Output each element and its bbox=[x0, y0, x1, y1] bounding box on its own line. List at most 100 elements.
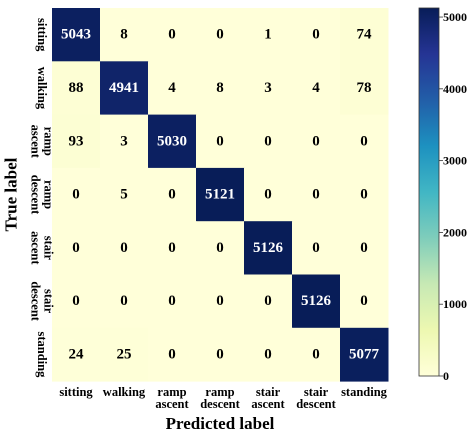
cell-value-label: 0 bbox=[72, 293, 80, 309]
y-tick-label: ramp bbox=[42, 127, 56, 156]
cell-value-label: 93 bbox=[69, 133, 84, 149]
colorbar-tick-label: 4000 bbox=[443, 82, 467, 96]
cell-value-label: 0 bbox=[216, 27, 224, 43]
heatmap-cell bbox=[148, 221, 197, 275]
heatmap-cell bbox=[292, 114, 341, 169]
x-tick-label: walking bbox=[103, 385, 146, 399]
heatmap-cell bbox=[292, 327, 341, 382]
cell-value-label: 0 bbox=[216, 346, 224, 362]
cell-value-label: 0 bbox=[168, 346, 176, 362]
y-tick-label: ramp bbox=[42, 180, 56, 209]
cell-value-label: 0 bbox=[360, 187, 368, 203]
cell-value-label: 5126 bbox=[253, 240, 284, 256]
x-tick-label: ascent bbox=[251, 397, 285, 411]
heatmap-cell bbox=[148, 61, 197, 116]
heatmap-cell bbox=[340, 8, 389, 62]
heatmap-cell bbox=[148, 167, 197, 222]
heatmap-cell bbox=[100, 221, 149, 275]
cell-value-label: 0 bbox=[312, 27, 320, 43]
heatmap-cell bbox=[100, 274, 149, 329]
colorbar-tick-label: 1000 bbox=[443, 297, 467, 311]
cell-value-label: 0 bbox=[264, 346, 272, 362]
cell-value-label: 88 bbox=[69, 80, 84, 96]
heatmap-cell bbox=[52, 221, 101, 275]
cell-value-label: 3 bbox=[120, 133, 128, 149]
heatmap-cell bbox=[340, 221, 389, 275]
heatmap-cell bbox=[196, 221, 245, 275]
x-axis-label: Predicted label bbox=[166, 414, 275, 431]
heatmap-cell bbox=[52, 8, 101, 62]
cell-value-label: 4941 bbox=[109, 80, 139, 96]
cell-value-label: 0 bbox=[360, 133, 368, 149]
cell-value-label: 8 bbox=[216, 80, 224, 96]
cell-value-label: 5126 bbox=[301, 293, 332, 309]
cell-value-label: 74 bbox=[357, 27, 373, 43]
heatmap-cells bbox=[52, 8, 389, 382]
cell-value-label: 0 bbox=[72, 187, 80, 203]
heatmap-cell bbox=[52, 114, 101, 169]
cell-value-label: 0 bbox=[312, 187, 320, 203]
heatmap-cell bbox=[292, 167, 341, 222]
y-tick-label: standing bbox=[35, 332, 49, 379]
cell-value-label: 0 bbox=[216, 133, 224, 149]
cell-value-label: 5121 bbox=[205, 187, 235, 203]
x-tick-labels: sitting walking rampascentrampdescentstair… bbox=[59, 385, 387, 411]
heatmap-cell bbox=[196, 167, 245, 222]
cell-value-label: 0 bbox=[72, 240, 80, 256]
y-tick-label: stair bbox=[42, 289, 56, 314]
cell-value-label: 0 bbox=[360, 240, 368, 256]
y-axis-label: True label bbox=[2, 157, 21, 231]
y-tick-labels: sittingwalkingrampascentrampdescentstair… bbox=[29, 18, 56, 378]
y-tick-label: descent bbox=[29, 281, 43, 321]
x-tick-label: sitting bbox=[59, 385, 93, 399]
heatmap-cell bbox=[100, 114, 149, 169]
y-tick-label: ascent bbox=[29, 231, 43, 265]
heatmap-cell bbox=[244, 327, 293, 382]
heatmap-cell bbox=[196, 61, 245, 116]
cell-value-label: 4 bbox=[312, 80, 320, 96]
y-tick-label: descent bbox=[29, 175, 43, 215]
heatmap-cell bbox=[196, 274, 245, 329]
cell-value-label: 0 bbox=[264, 187, 272, 203]
cell-value-label: 5 bbox=[120, 187, 128, 203]
heatmap-cell bbox=[52, 167, 101, 222]
cell-value-label: 0 bbox=[168, 240, 176, 256]
colorbar-tick-label: 2000 bbox=[443, 225, 467, 239]
heatmap-cell bbox=[244, 167, 293, 222]
heatmap-cell bbox=[52, 274, 101, 329]
heatmap-cell bbox=[196, 8, 245, 62]
cell-value-label: 24 bbox=[69, 346, 85, 362]
cell-value-label: 0 bbox=[216, 293, 224, 309]
x-tick-label: stair bbox=[304, 385, 329, 399]
heatmap-cell bbox=[340, 274, 389, 329]
cell-value-label: 0 bbox=[312, 240, 320, 256]
y-tick-label: ascent bbox=[29, 125, 43, 159]
heatmap-cell bbox=[292, 274, 341, 329]
colorbar-tick-label: 3000 bbox=[443, 154, 467, 168]
cell-value-label: 0 bbox=[312, 133, 320, 149]
x-tick-label: descent bbox=[200, 397, 240, 411]
x-tick-label: ascent bbox=[155, 397, 189, 411]
cell-value-label: 25 bbox=[117, 346, 132, 362]
cell-value-label: 0 bbox=[168, 187, 176, 203]
heatmap-cell bbox=[100, 327, 149, 382]
cell-value-label: 0 bbox=[120, 293, 128, 309]
heatmap-cell bbox=[244, 114, 293, 169]
x-tick-label: ramp bbox=[157, 385, 186, 399]
heatmap-cell bbox=[148, 327, 197, 382]
cell-value-label: 4 bbox=[168, 80, 176, 96]
y-tick-label: sitting bbox=[35, 18, 49, 52]
heatmap-cell bbox=[292, 8, 341, 62]
heatmap-cell bbox=[100, 61, 149, 116]
y-tick-label: stair bbox=[42, 236, 56, 261]
cell-value-label: 0 bbox=[312, 346, 320, 362]
x-tick-label: ramp bbox=[205, 385, 234, 399]
cell-value-label: 0 bbox=[264, 133, 272, 149]
heatmap-cell bbox=[244, 8, 293, 62]
heatmap-cell bbox=[340, 114, 389, 169]
heatmap-cell bbox=[196, 114, 245, 169]
cell-value-label: 1 bbox=[264, 27, 272, 43]
cell-value-label: 0 bbox=[216, 240, 224, 256]
cell-value-label: 0 bbox=[120, 240, 128, 256]
x-tick-label: standing bbox=[341, 385, 388, 399]
